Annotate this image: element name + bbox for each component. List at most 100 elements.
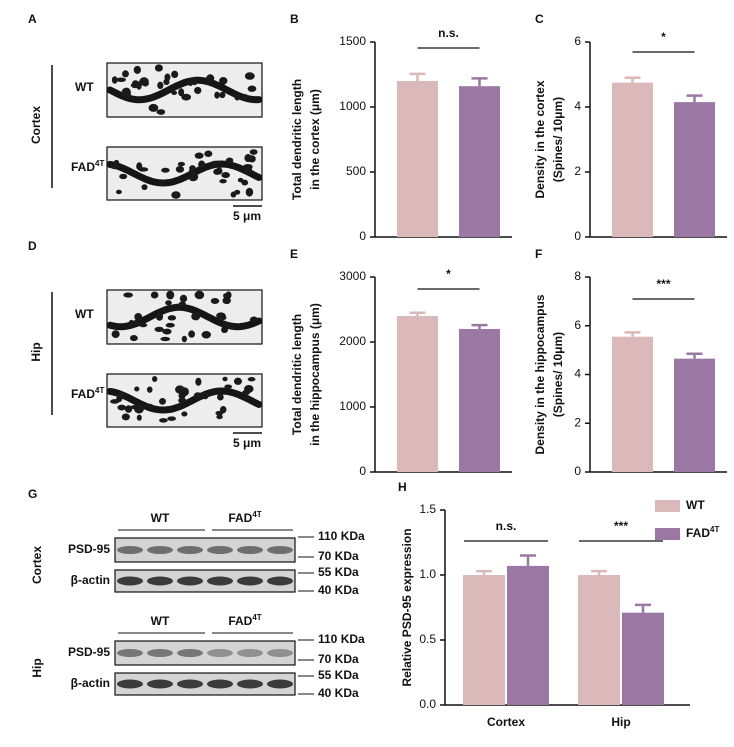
- spine: [222, 297, 231, 305]
- spine: [158, 397, 167, 405]
- spine: [210, 298, 220, 305]
- blot-band: [237, 546, 263, 554]
- spine: [148, 94, 156, 100]
- bar: [612, 82, 653, 237]
- spine: [133, 404, 144, 414]
- blot-band: [147, 576, 173, 586]
- spine: [144, 403, 154, 410]
- panel-letter: F: [535, 247, 542, 261]
- spine: [148, 103, 159, 112]
- spine: [154, 64, 163, 72]
- scale-label: 5 μm: [233, 209, 261, 223]
- error-bar: [476, 569, 492, 575]
- error-bar: [409, 311, 426, 316]
- spine: [204, 150, 213, 158]
- spine: [136, 81, 142, 90]
- legend-swatch: [655, 500, 680, 512]
- group-label: WT: [151, 614, 170, 628]
- y-tick-label: 1.0: [419, 567, 436, 581]
- blot: [114, 640, 296, 666]
- spine: [219, 77, 228, 85]
- spine: [249, 149, 258, 155]
- spine: [178, 397, 187, 404]
- bar: [674, 358, 715, 472]
- spine: [194, 290, 205, 300]
- spine: [167, 315, 177, 321]
- significance-label: n.s.: [438, 26, 459, 40]
- bar: [397, 316, 438, 472]
- scale-label: 5 μm: [233, 436, 261, 450]
- spine: [157, 181, 165, 186]
- bar: [459, 329, 500, 472]
- spine: [216, 312, 226, 319]
- blot-band: [177, 679, 203, 689]
- blot-band: [207, 546, 233, 554]
- spine: [225, 291, 232, 299]
- micrograph: [106, 62, 263, 118]
- error-bar: [409, 72, 426, 81]
- y-tick-label: 0.5: [419, 632, 436, 646]
- spine: [175, 385, 185, 394]
- spine: [118, 391, 126, 397]
- blot-row-label: PSD-95: [68, 542, 110, 556]
- region-label: Cortex: [29, 106, 43, 144]
- spine: [166, 290, 175, 300]
- spine: [113, 159, 120, 165]
- spine: [214, 91, 220, 99]
- error-bar: [471, 77, 488, 87]
- blot-band: [237, 649, 263, 657]
- spine: [165, 300, 172, 306]
- y-tick-label: 0.0: [419, 697, 436, 711]
- blot: [114, 569, 296, 593]
- spine: [230, 191, 237, 198]
- blot-band: [117, 576, 143, 586]
- y-tick-label: 0: [574, 229, 581, 243]
- legend-label-base: FAD: [686, 526, 710, 540]
- panel-letter: H: [398, 480, 407, 494]
- spine: [241, 94, 249, 100]
- spine: [188, 330, 196, 338]
- group-label-sup: 4T: [252, 613, 261, 622]
- spine: [178, 301, 186, 307]
- blot-band: [267, 679, 293, 689]
- y-axis-label: in the hippocampus (μm): [308, 303, 322, 446]
- spine: [123, 292, 133, 298]
- spine: [210, 160, 221, 166]
- spine: [139, 77, 149, 86]
- bar: [612, 336, 653, 472]
- spine: [244, 72, 255, 80]
- legend-label: WT: [686, 498, 705, 512]
- spine: [215, 410, 224, 416]
- spine: [206, 74, 215, 83]
- spine: [179, 294, 188, 303]
- spine: [241, 179, 249, 186]
- blot-band: [177, 546, 203, 554]
- spine: [171, 70, 179, 79]
- blot-band: [267, 649, 293, 657]
- y-tick-label: 2000: [339, 334, 366, 348]
- blot-row-label: β-actin: [71, 573, 110, 587]
- spine: [160, 336, 171, 342]
- x-tick-label: Hip: [611, 715, 630, 729]
- panel-letter: D: [28, 239, 37, 253]
- marker-label: 40 KDa: [318, 583, 359, 597]
- spine: [244, 384, 254, 393]
- bar: [578, 575, 620, 705]
- spine: [181, 335, 188, 343]
- panel-letter: G: [28, 487, 37, 501]
- error-bar: [471, 323, 488, 329]
- spine: [122, 70, 129, 78]
- spine: [244, 154, 252, 163]
- y-tick-label: 2: [574, 415, 581, 429]
- group-label: FAD4T: [71, 159, 104, 175]
- marker-label: 110 KDa: [318, 529, 365, 543]
- error-bar: [520, 554, 536, 566]
- panel-letter: B: [290, 12, 299, 26]
- error-bar: [624, 331, 641, 337]
- bar: [507, 565, 549, 705]
- spine: [115, 189, 122, 195]
- spine: [198, 160, 206, 169]
- spine: [150, 291, 159, 299]
- legend-label-sup: 4T: [710, 525, 719, 534]
- spine: [151, 375, 158, 383]
